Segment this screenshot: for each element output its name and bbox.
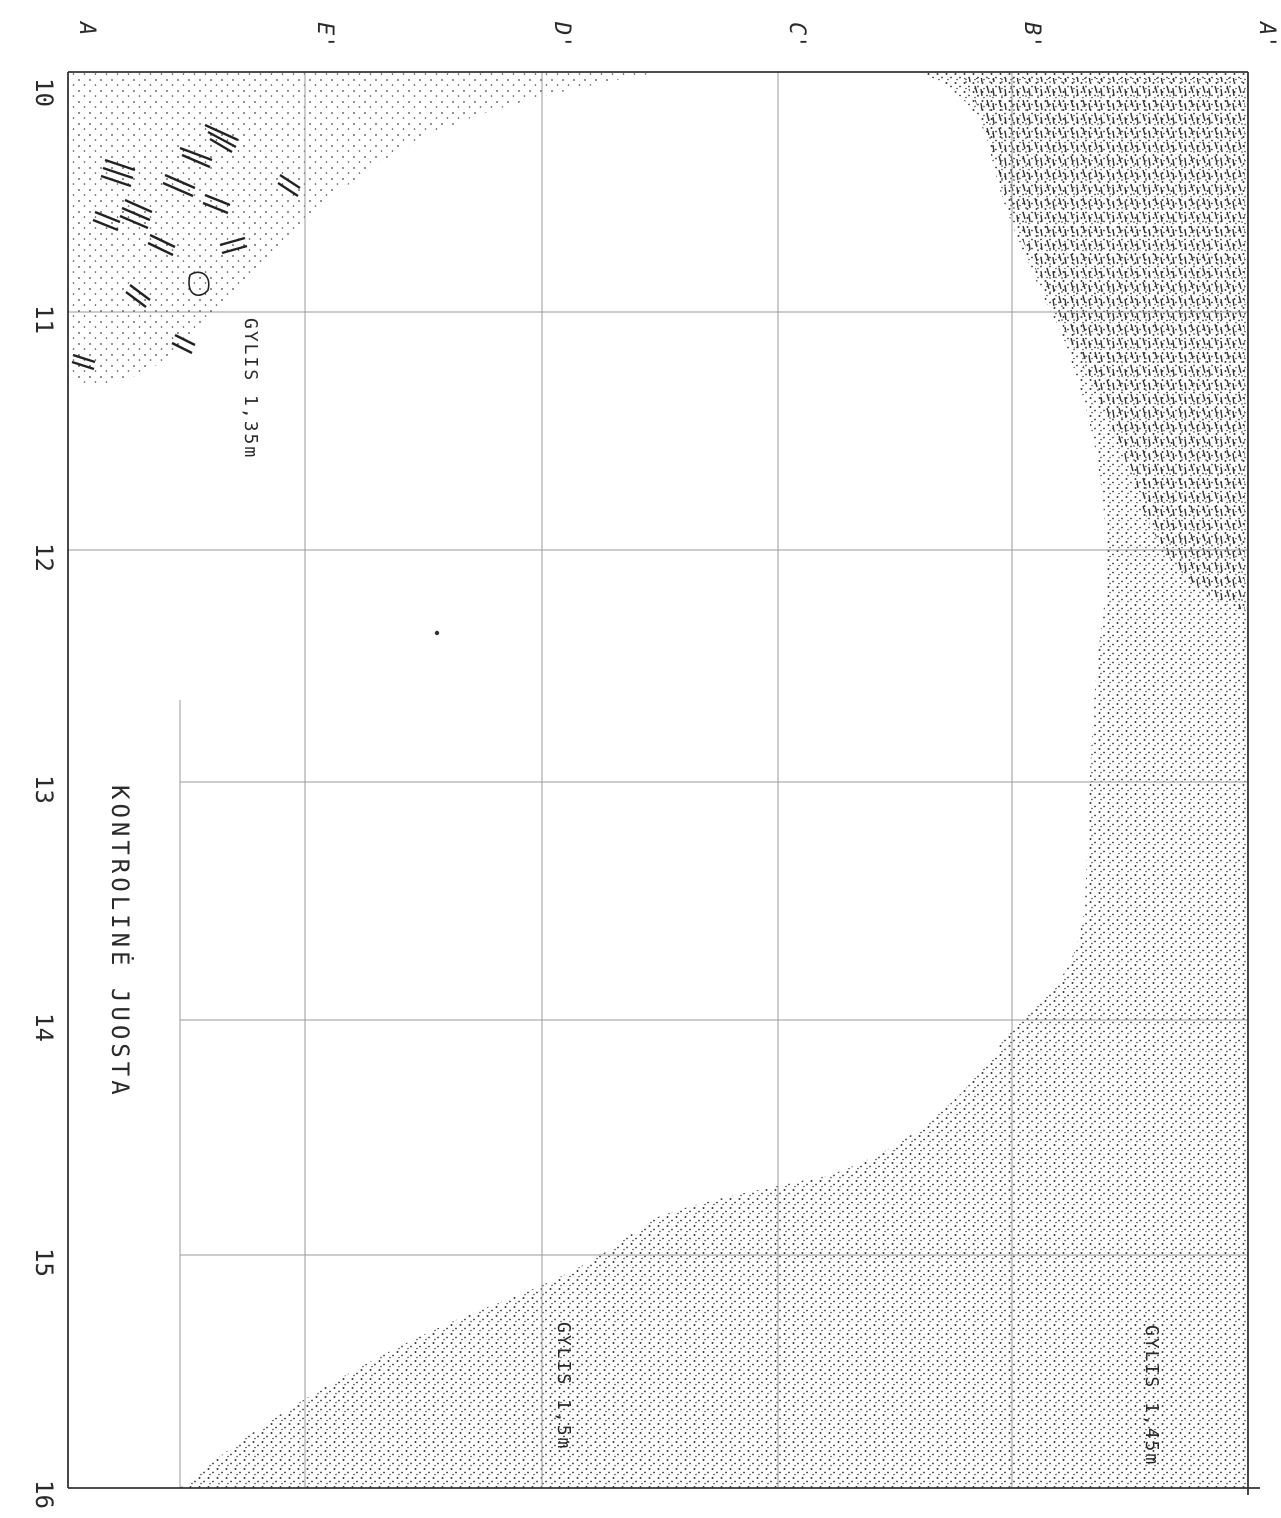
column-letter: A <box>74 20 99 35</box>
column-letter: E' <box>312 22 337 49</box>
depth-label-top: GYLIS 1,35m <box>240 318 261 459</box>
column-letters: A E' D' C' B' A' <box>74 20 1279 49</box>
depth-label-bottom-center: GYLIS 1,5m <box>553 1322 574 1450</box>
row-number: 13 <box>30 775 58 804</box>
row-number: 11 <box>30 305 58 334</box>
stone-fragments <box>71 123 301 371</box>
row-numbers: 10 11 12 13 14 15 16 <box>30 78 58 1509</box>
depth-label-bottom-right: GYLIS 1,45m <box>1141 1325 1162 1466</box>
subsoil-zones <box>68 72 1248 1488</box>
subsoil-top-left-zone <box>68 72 660 384</box>
column-letter: C' <box>784 22 809 49</box>
row-number: 10 <box>30 78 58 107</box>
grid-lines <box>68 72 1248 1488</box>
column-letter: D' <box>549 21 574 49</box>
survey-point <box>434 630 440 636</box>
row-number: 12 <box>30 543 58 572</box>
column-letter: B' <box>1019 22 1044 49</box>
row-number: 15 <box>30 1248 58 1277</box>
row-number: 16 <box>30 1480 58 1509</box>
subsoil-right-zone <box>180 72 1248 1488</box>
column-letter: A' <box>1254 20 1279 49</box>
row-number: 14 <box>30 1013 58 1042</box>
control-strip-label: KONTROLINĖ JUOSTA <box>106 785 135 1099</box>
clay-zone <box>960 78 1245 610</box>
frame <box>67 71 1260 1495</box>
